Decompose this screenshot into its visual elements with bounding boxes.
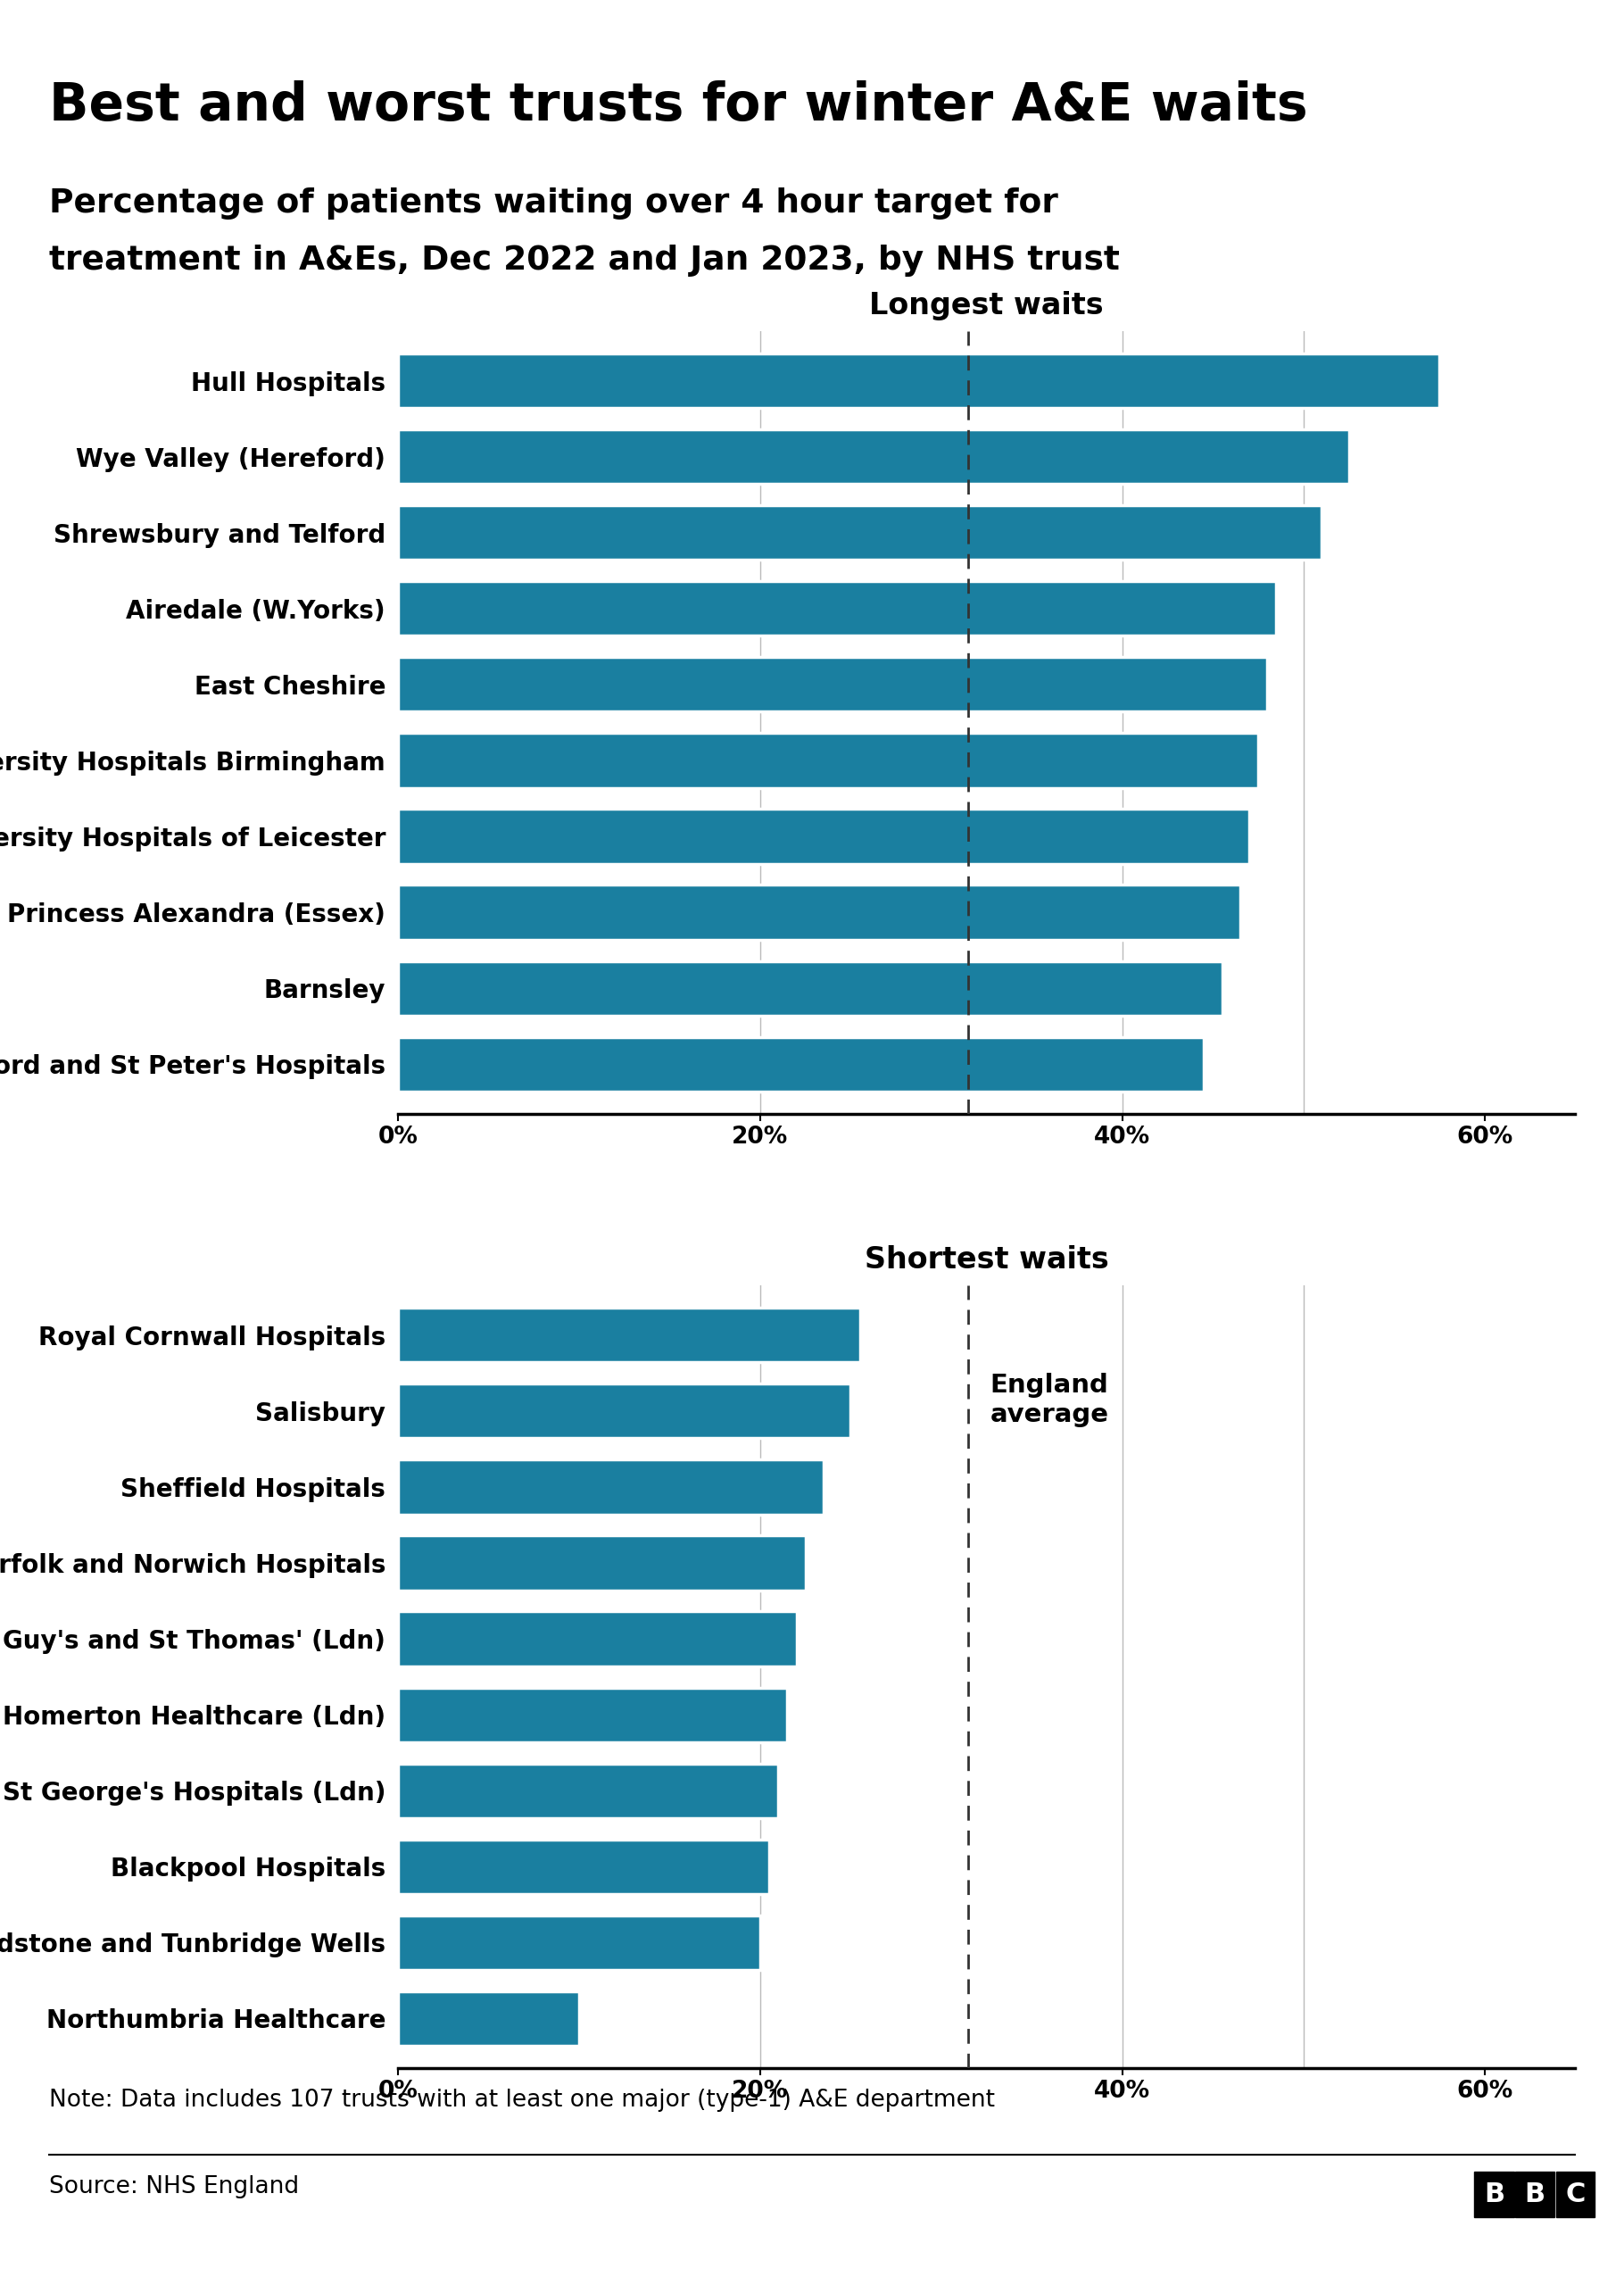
Bar <box>398 1915 760 1970</box>
Bar <box>398 354 1439 409</box>
Bar <box>398 733 1259 788</box>
Text: B: B <box>1484 2182 1504 2207</box>
Bar <box>398 430 1350 484</box>
Bar <box>398 1990 580 2045</box>
Bar <box>398 1307 859 1362</box>
Text: Source: NHS England: Source: NHS England <box>49 2175 299 2198</box>
Title: Shortest waits: Shortest waits <box>864 1245 1109 1275</box>
Title: Longest waits: Longest waits <box>869 290 1104 320</box>
Text: B: B <box>1525 2182 1544 2207</box>
Bar <box>398 1037 1203 1092</box>
Bar <box>398 1686 788 1741</box>
Text: Best and worst trusts for winter A&E waits: Best and worst trusts for winter A&E wai… <box>49 80 1307 130</box>
Text: England
average: England average <box>991 1373 1109 1426</box>
Bar <box>398 884 1241 939</box>
Bar <box>398 505 1322 560</box>
Bar <box>398 809 1249 864</box>
Bar <box>398 1839 770 1894</box>
Bar <box>398 1764 778 1819</box>
Bar <box>398 1536 806 1590</box>
Text: treatment in A&Es, Dec 2022 and Jan 2023, by NHS trust: treatment in A&Es, Dec 2022 and Jan 2023… <box>49 244 1119 276</box>
Text: Percentage of patients waiting over 4 hour target for: Percentage of patients waiting over 4 ho… <box>49 187 1057 219</box>
Text: C: C <box>1566 2182 1585 2207</box>
Bar <box>398 1460 823 1515</box>
Bar <box>398 658 1267 713</box>
Bar <box>398 962 1221 1015</box>
Text: Note: Data includes 107 trusts with at least one major (type-1) A&E department: Note: Data includes 107 trusts with at l… <box>49 2088 994 2111</box>
Bar <box>398 1611 796 1666</box>
Bar <box>398 1385 851 1437</box>
Bar <box>398 580 1276 635</box>
